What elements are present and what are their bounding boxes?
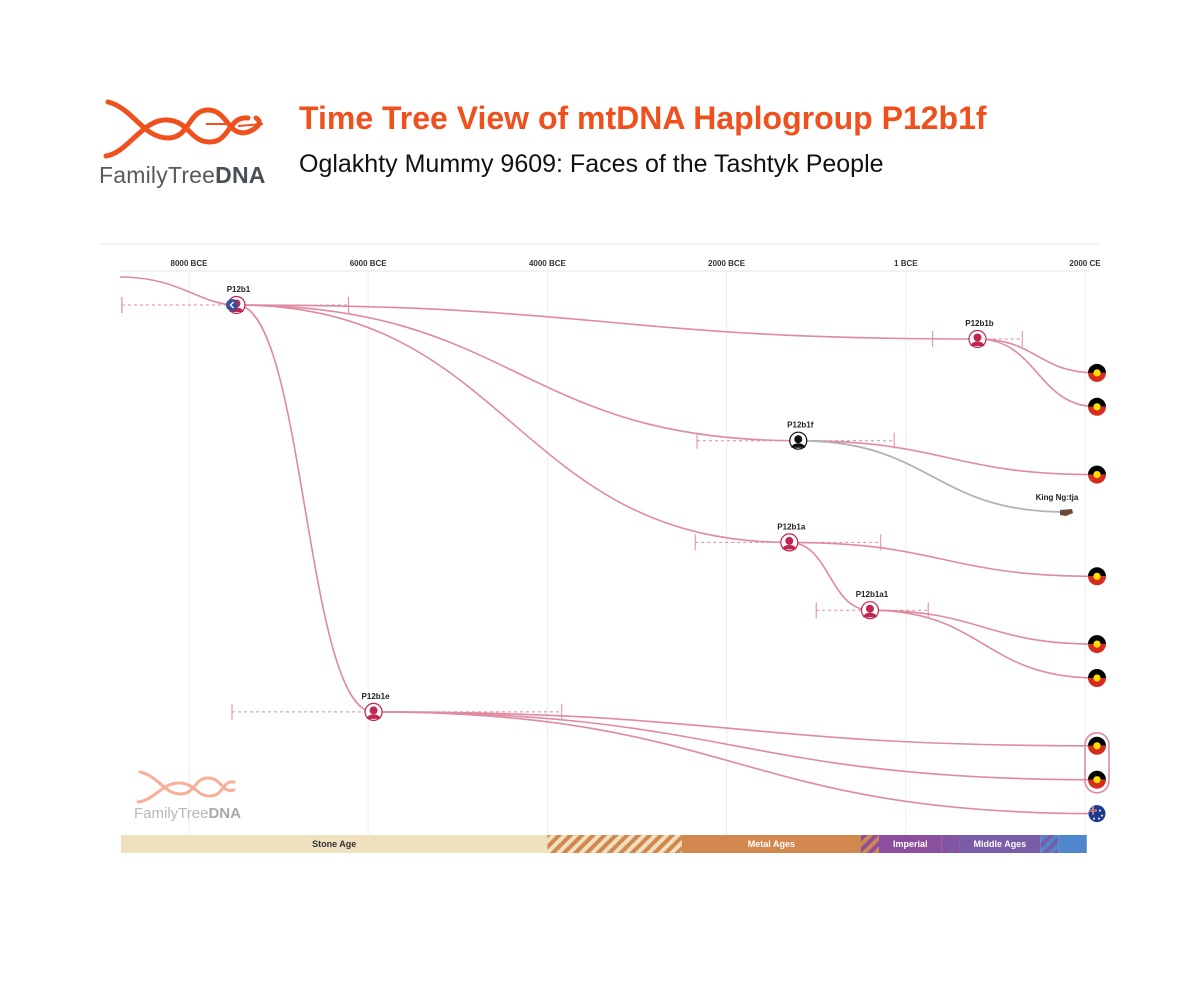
axis-tick-label: 8000 BCE bbox=[171, 259, 209, 268]
back-button[interactable] bbox=[226, 299, 238, 311]
era-segment bbox=[941, 835, 960, 853]
brand-suffix: DNA bbox=[215, 162, 266, 188]
era-segment bbox=[547, 835, 682, 853]
node-label: P12b1 bbox=[227, 285, 251, 294]
era-segment: Middle Ages bbox=[959, 835, 1041, 853]
aboriginal-flag-icon[interactable] bbox=[1088, 635, 1106, 654]
aboriginal-flag-icon[interactable] bbox=[1088, 363, 1106, 382]
era-segment: Imperial bbox=[878, 835, 942, 853]
node-label: P12b1e bbox=[362, 692, 391, 701]
ancient-sample-label: King Ng:tja bbox=[1036, 493, 1079, 502]
confidence-ranges bbox=[121, 297, 1023, 720]
ancient-sample-branch bbox=[798, 439, 1067, 513]
ancient-sample-king-ngatja[interactable]: King Ng:tja bbox=[1036, 493, 1079, 516]
person-icon bbox=[785, 536, 794, 545]
brand-name: FamilyTreeDNA bbox=[99, 162, 266, 189]
node-label: P12b1a1 bbox=[856, 590, 889, 599]
australia-flag-icon[interactable] bbox=[1088, 805, 1106, 823]
remains-icon bbox=[1060, 509, 1073, 516]
aboriginal-flag-icon[interactable] bbox=[1088, 397, 1106, 416]
branches bbox=[119, 276, 1098, 815]
era-segment bbox=[1058, 835, 1087, 853]
era-label: Stone Age bbox=[312, 839, 356, 849]
axis-tick-label: 1 BCE bbox=[894, 259, 918, 268]
watermark-prefix: FamilyTree bbox=[134, 805, 209, 822]
person-icon bbox=[865, 604, 874, 613]
leaf-branch bbox=[373, 711, 1098, 815]
branch-p12b1e bbox=[236, 304, 374, 713]
node-p12b1f[interactable]: P12b1f bbox=[787, 421, 814, 450]
person-icon bbox=[794, 435, 803, 444]
aboriginal-flag-icon[interactable] bbox=[1088, 465, 1106, 484]
root-branch bbox=[119, 276, 237, 306]
node-label: P12b1b bbox=[965, 319, 994, 328]
node-p12b1a[interactable]: P12b1a bbox=[777, 522, 806, 552]
leaf-branch bbox=[869, 609, 1098, 645]
leaf-branch bbox=[373, 711, 1098, 747]
era-label: Middle Ages bbox=[974, 839, 1027, 849]
watermark-brand: FamilyTreeDNA bbox=[134, 805, 241, 822]
brand-prefix: FamilyTree bbox=[99, 162, 216, 188]
leaf-branch bbox=[977, 338, 1098, 408]
page-title: Time Tree View of mtDNA Haplogroup P12b1… bbox=[299, 100, 987, 136]
era-segment: Stone Age bbox=[121, 835, 548, 853]
familytreedna-logo bbox=[103, 99, 264, 159]
haplogroup-nodes: P12b1 P12b1b P12b1f P12b1a P12b1a1 P12b1e bbox=[227, 285, 994, 722]
aboriginal-flag-icon[interactable] bbox=[1088, 567, 1106, 586]
time-axis: 8000 BCE 6000 BCE 4000 BCE 2000 BCE 1 BCE 200… bbox=[171, 259, 1102, 268]
branch-p12b1a1 bbox=[789, 541, 870, 611]
chevron-left-icon bbox=[229, 301, 234, 309]
watermark-suffix: DNA bbox=[208, 805, 241, 822]
person-icon bbox=[369, 706, 378, 715]
person-icon bbox=[973, 333, 982, 342]
aboriginal-flag-icon[interactable] bbox=[1088, 736, 1106, 755]
axis-tick-label: 4000 BCE bbox=[529, 259, 567, 268]
branch-p12b1a bbox=[236, 304, 790, 544]
leaf-branch bbox=[869, 609, 1098, 679]
leaf-branch bbox=[373, 711, 1098, 781]
leaf-branch bbox=[977, 338, 1098, 374]
node-p12b1e[interactable]: P12b1e bbox=[362, 692, 391, 722]
node-label: P12b1f bbox=[787, 421, 814, 430]
axis-tick-label: 6000 BCE bbox=[350, 259, 388, 268]
branch-p12b1b bbox=[236, 304, 978, 340]
era-segment bbox=[1040, 835, 1059, 853]
node-p12b1b[interactable]: P12b1b bbox=[965, 319, 994, 349]
axis-tick-label: 2000 CE bbox=[1069, 259, 1101, 268]
node-p12b1a1[interactable]: P12b1a1 bbox=[856, 590, 889, 620]
grid-lines bbox=[188, 272, 1086, 835]
aboriginal-flag-icon[interactable] bbox=[1088, 669, 1106, 687]
branch-p12b1f bbox=[236, 304, 799, 442]
aboriginal-flag-icon[interactable] bbox=[1088, 770, 1106, 789]
watermark-logo bbox=[136, 770, 236, 804]
era-segment: Metal Ages bbox=[681, 835, 861, 853]
leaf-branch bbox=[789, 541, 1098, 578]
axis-tick-label: 2000 BCE bbox=[708, 259, 746, 268]
era-segment bbox=[861, 835, 879, 853]
era-label: Metal Ages bbox=[748, 839, 795, 849]
sample-leaves: King Ng:tja bbox=[1036, 363, 1110, 823]
sample-group-outline bbox=[1084, 731, 1110, 794]
era-bar: Stone Age Metal Ages Imperial Middle Ages bbox=[121, 835, 1087, 853]
leaf-branch bbox=[798, 439, 1098, 476]
era-label: Imperial bbox=[893, 839, 928, 849]
page-subtitle: Oglakhty Mummy 9609: Faces of the Tashty… bbox=[299, 150, 884, 178]
node-label: P12b1a bbox=[777, 522, 806, 531]
